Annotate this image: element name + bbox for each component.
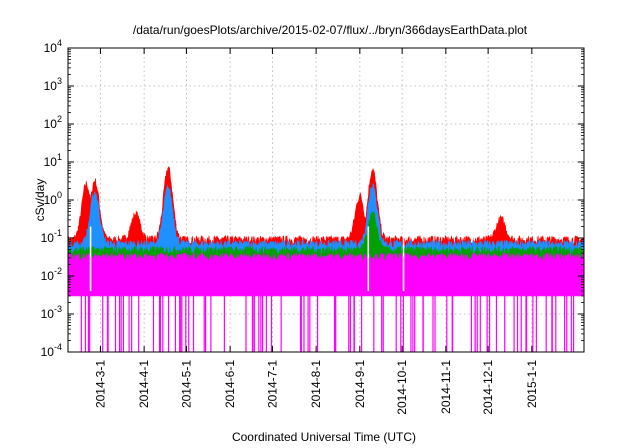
- x-tick-label: 2014-9-1: [353, 360, 367, 408]
- series-3-band: [67, 252, 585, 297]
- series-3: [67, 226, 585, 352]
- y-axis-label: cSv/day: [33, 179, 47, 222]
- chart-title: /data/run/goesPlots/archive/2015-02-07/f…: [133, 23, 528, 37]
- x-axis-label: Coordinated Universal Time (UTC): [232, 430, 416, 444]
- x-tick-label: 2014-6-1: [223, 360, 237, 408]
- y-tick-label: 103: [44, 76, 62, 93]
- axis-ticks: [68, 47, 584, 353]
- x-tick-label: 2015-1-1: [525, 360, 539, 408]
- x-tick-label: 2014-8-1: [309, 360, 323, 408]
- y-tick-label: 102: [44, 114, 62, 131]
- x-tick-label: 2014-5-1: [179, 360, 193, 408]
- y-tick-labels: 10-4 10-3 10-2 10-1 100 101 102 103 104: [41, 38, 62, 359]
- x-tick-label: 2014-11-1: [439, 360, 453, 414]
- x-tick-label: 2014-10-1: [395, 360, 409, 415]
- x-tick-label: 2014-3-1: [93, 360, 107, 408]
- grid: [68, 48, 584, 352]
- x-tick-label: 2014-7-1: [265, 360, 279, 408]
- y-tick-label: 10-4: [41, 342, 62, 359]
- y-tick-label: 10-1: [41, 228, 62, 245]
- y-tick-label: 10-2: [41, 266, 62, 283]
- y-tick-label: 101: [44, 152, 62, 169]
- y-tick-label: 104: [44, 38, 62, 55]
- x-tick-label: 2014-12-1: [481, 360, 495, 415]
- x-tick-labels: 2014-3-1 2014-4-1 2014-5-1 2014-6-1 2014-7-1…: [93, 360, 538, 415]
- y-tick-label: 10-3: [41, 304, 62, 321]
- plot-area: [67, 166, 585, 352]
- x-tick-label: 2014-4-1: [137, 360, 151, 408]
- y-tick-label: 100: [44, 190, 62, 207]
